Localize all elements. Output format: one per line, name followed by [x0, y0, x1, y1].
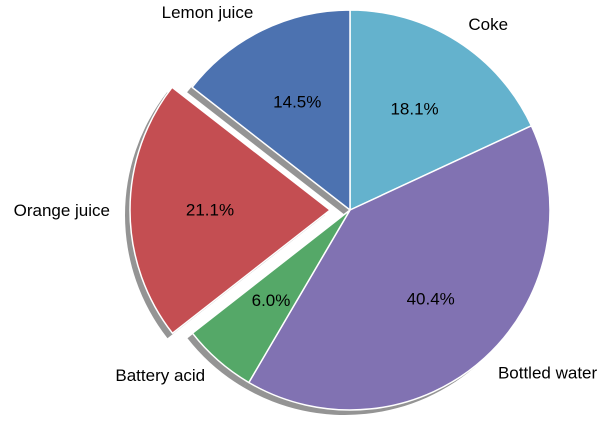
category-label-lemon-juice: Lemon juice: [162, 3, 254, 22]
pie-slice-lemon-juice: [191, 9, 351, 211]
slice-layer: [129, 9, 551, 411]
percent-label-lemon-juice: 14.5%: [273, 93, 321, 112]
percent-label-coke: 18.1%: [390, 99, 438, 118]
pie-slice-coke: [349, 9, 533, 211]
percent-label-battery-acid: 6.0%: [252, 291, 291, 310]
pie-slice-bottled-water: [248, 125, 551, 411]
category-label-layer: Coke Bottled water Battery acid Orange juic…: [14, 3, 598, 385]
category-label-orange-juice: Orange juice: [14, 201, 110, 220]
category-label-battery-acid: Battery acid: [115, 366, 205, 385]
pie-slice-orange-juice: [129, 86, 331, 334]
category-label-coke: Coke: [468, 15, 508, 34]
percent-label-bottled-water: 40.4%: [407, 289, 455, 308]
percent-label-layer: 18.1% 40.4% 6.0% 21.1% 14.5%: [186, 93, 455, 310]
pie-slice-battery-acid: [191, 209, 351, 384]
percent-label-orange-juice: 21.1%: [186, 201, 234, 220]
category-label-bottled-water: Bottled water: [498, 363, 598, 382]
